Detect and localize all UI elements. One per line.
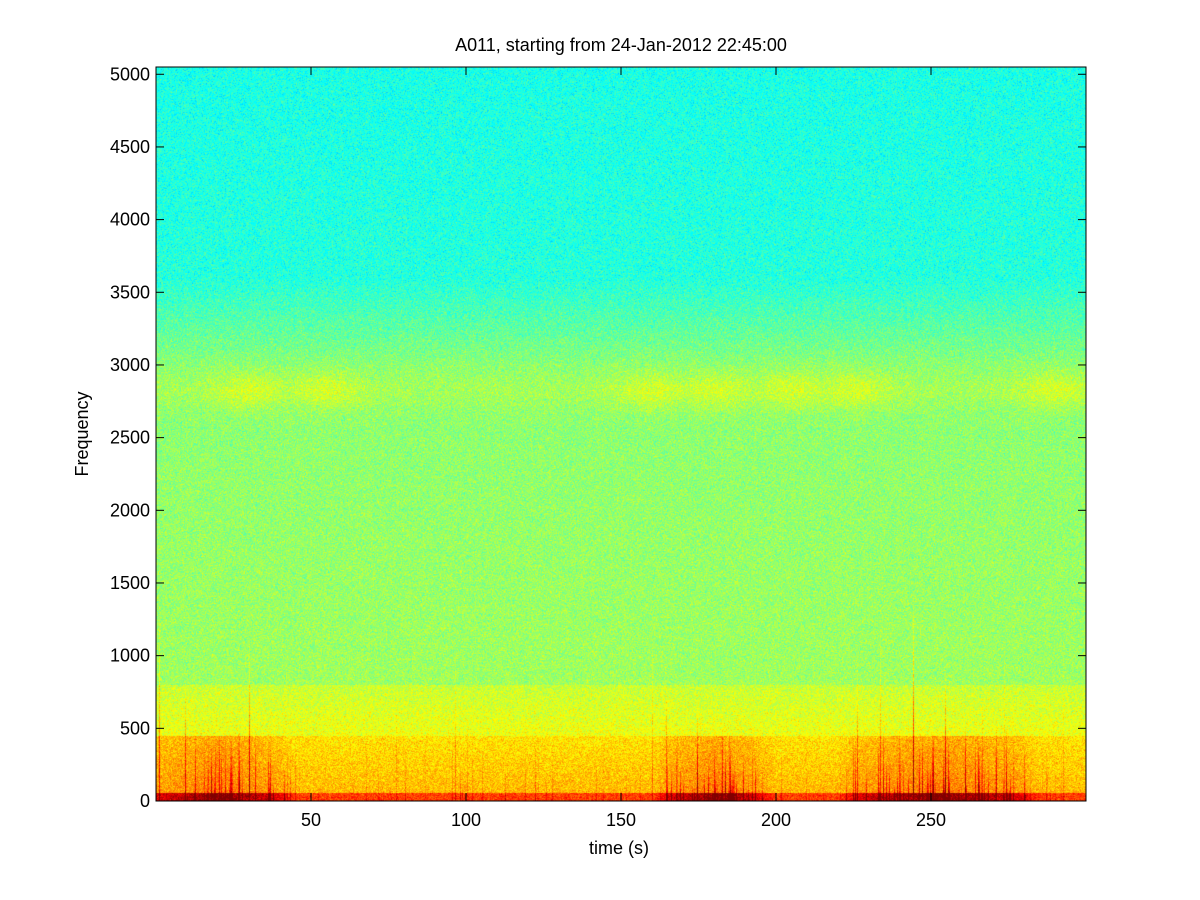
x-axis-label: time (s): [589, 838, 649, 858]
spectrogram-image: [156, 67, 1086, 801]
x-tick-label: 150: [606, 810, 636, 830]
chart-title: A011, starting from 24-Jan-2012 22:45:00: [455, 35, 787, 55]
y-tick-label: 2000: [110, 500, 150, 520]
y-tick-label: 1500: [110, 573, 150, 593]
y-axis: 0 500 1000 1500 2000 2500 3000 3500 4000 4500 5000: [110, 64, 1086, 811]
y-axis-label: Frequency: [72, 391, 92, 476]
x-tick-label: 50: [301, 810, 321, 830]
y-tick-label: 4500: [110, 137, 150, 157]
y-tick-label: 3000: [110, 355, 150, 375]
y-tick-label: 4000: [110, 210, 150, 230]
y-tick-label: 500: [120, 718, 150, 738]
y-tick-label: 5000: [110, 64, 150, 84]
x-tick-label: 250: [916, 810, 946, 830]
y-tick-label: 0: [140, 791, 150, 811]
y-tick-label: 3500: [110, 282, 150, 302]
y-tick-label: 2500: [110, 428, 150, 448]
x-axis: 50 100 150 200 250: [301, 67, 946, 830]
plot-frame: [155, 66, 1087, 802]
y-tick-label: 1000: [110, 646, 150, 666]
x-tick-label: 100: [451, 810, 481, 830]
x-tick-label: 200: [761, 810, 791, 830]
